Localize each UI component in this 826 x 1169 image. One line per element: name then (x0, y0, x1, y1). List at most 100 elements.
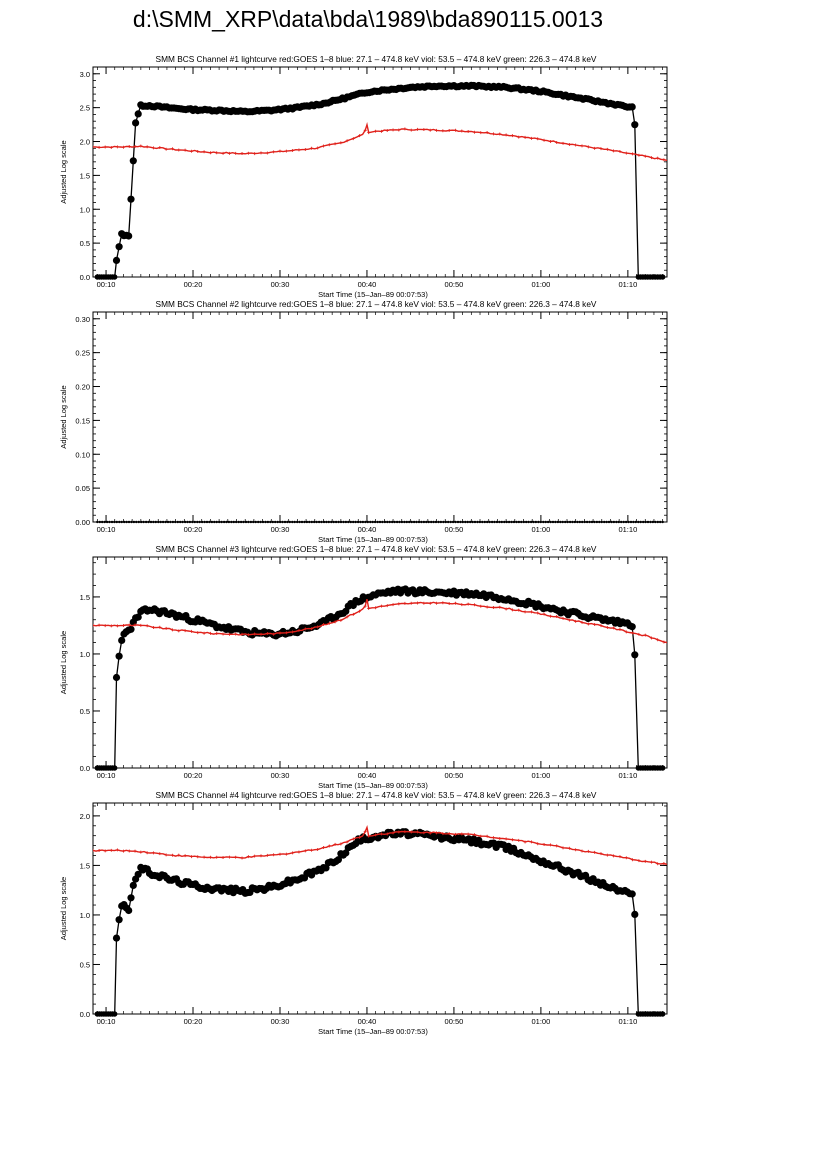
goes-point (297, 850, 301, 854)
data-point (554, 520, 557, 524)
goes-point (208, 151, 212, 155)
data-point (603, 520, 606, 524)
data-point (137, 520, 140, 524)
goes-point (624, 151, 628, 155)
data-point (349, 520, 352, 524)
data-point (507, 520, 511, 524)
data-point (483, 520, 486, 524)
data-point (522, 520, 525, 524)
data-point (605, 520, 608, 524)
data-point (356, 520, 360, 524)
data-point (288, 520, 291, 524)
data-point (656, 520, 659, 524)
data-point (637, 520, 640, 524)
goes-point (612, 626, 616, 630)
goes-point (561, 616, 565, 620)
goes-point (536, 842, 540, 846)
y-tick-label: 0.0 (80, 273, 90, 282)
data-point (520, 520, 523, 524)
goes-point (127, 623, 131, 627)
data-point (500, 520, 503, 524)
goes-point (416, 127, 420, 131)
data-point (437, 520, 440, 524)
goes-point (109, 848, 113, 852)
data-point (544, 520, 547, 524)
data-point (254, 520, 257, 524)
goes-point (316, 848, 320, 852)
data-point (237, 520, 240, 524)
data-point (624, 520, 628, 524)
goes-point (97, 623, 101, 627)
goes-point (265, 631, 269, 635)
data-point (564, 520, 567, 524)
goes-point (253, 152, 257, 156)
data-point (339, 520, 343, 524)
data-point (235, 520, 238, 524)
goes-point (656, 638, 660, 642)
goes-point (158, 852, 162, 856)
data-point (537, 520, 540, 524)
data-point (454, 520, 457, 524)
data-point (112, 274, 118, 280)
data-point (112, 256, 121, 264)
data-point (493, 520, 496, 524)
goes-point (649, 636, 653, 640)
goes-point (479, 131, 483, 135)
y-axis-label: Adjusted Log scale (59, 385, 68, 448)
data-point (461, 520, 464, 524)
goes-point (227, 151, 231, 155)
data-point (298, 520, 301, 524)
data-point (628, 890, 636, 898)
goes-point (103, 849, 107, 853)
goes-point (240, 151, 244, 155)
goes-point (215, 855, 219, 859)
data-point (193, 520, 196, 524)
goes-point (574, 619, 578, 623)
x-tick-label: 00:10 (97, 525, 116, 534)
chart-title: SMM BCS Channel #4 lightcurve red:GOES 1… (156, 790, 597, 800)
goes-point (555, 615, 559, 619)
data-point (352, 520, 355, 524)
data-point (179, 520, 182, 524)
goes-point (196, 149, 200, 153)
data-point (525, 520, 528, 524)
data-point (430, 520, 433, 524)
data-point (476, 520, 479, 524)
goes-point (662, 862, 666, 866)
x-tick-label: 00:20 (184, 525, 203, 534)
x-tick-label: 00:20 (184, 771, 203, 780)
data-point (378, 520, 382, 524)
data-point (534, 520, 538, 524)
goes-point (542, 612, 546, 616)
data-point (410, 520, 413, 524)
goes-point (624, 856, 628, 860)
goes-point (145, 145, 149, 149)
goes-point (327, 844, 331, 848)
data-point (576, 520, 579, 524)
data-point (610, 520, 613, 524)
goes-point (164, 626, 168, 630)
goes-point (379, 604, 383, 608)
data-point (322, 520, 326, 524)
data-point (444, 520, 447, 524)
data-point (203, 520, 206, 524)
chart-panel-3: SMM BCS Channel #3 lightcurve red:GOES 1… (59, 544, 668, 790)
y-tick-label: 0.10 (75, 450, 90, 459)
y-tick-label: 0.20 (75, 383, 90, 392)
x-tick-label: 00:20 (184, 280, 203, 289)
y-tick-label: 1.0 (80, 650, 90, 659)
goes-point (485, 131, 489, 135)
goes-point (586, 145, 590, 149)
x-tick-label: 01:10 (618, 771, 637, 780)
data-point (296, 520, 299, 524)
data-point (334, 856, 342, 864)
data-point (227, 520, 231, 524)
goes-point (548, 139, 552, 143)
data-point (364, 520, 367, 524)
goes-point (422, 601, 426, 605)
goes-point (523, 610, 527, 614)
chart-panel-1: SMM BCS Channel #1 lightcurve red:GOES 1… (59, 54, 668, 299)
data-point (503, 520, 506, 524)
x-axis-label: Start Time (15–Jan–89 00:07:53) (318, 781, 428, 790)
goes-point (517, 135, 521, 139)
